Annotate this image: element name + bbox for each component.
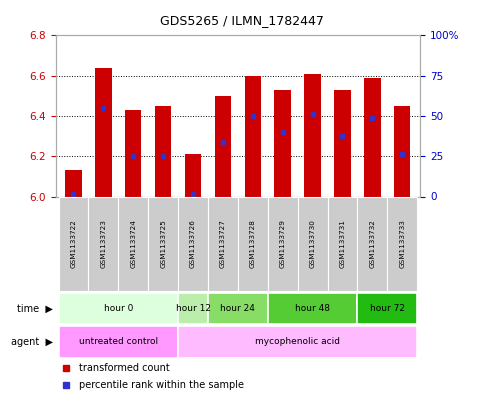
Bar bbox=[357, 293, 417, 324]
Text: agent  ▶: agent ▶ bbox=[11, 337, 53, 347]
Text: GSM1133725: GSM1133725 bbox=[160, 219, 166, 268]
Bar bbox=[185, 154, 201, 196]
Text: percentile rank within the sample: percentile rank within the sample bbox=[79, 380, 244, 390]
Bar bbox=[304, 73, 321, 196]
Text: GSM1133732: GSM1133732 bbox=[369, 219, 375, 268]
Text: GDS5265 / ILMN_1782447: GDS5265 / ILMN_1782447 bbox=[159, 14, 324, 27]
Text: GSM1133727: GSM1133727 bbox=[220, 219, 226, 268]
Bar bbox=[58, 196, 88, 291]
Bar bbox=[364, 78, 381, 196]
Bar bbox=[155, 106, 171, 196]
Bar bbox=[148, 196, 178, 291]
Bar bbox=[274, 90, 291, 196]
Bar bbox=[208, 196, 238, 291]
Text: GSM1133731: GSM1133731 bbox=[340, 219, 345, 268]
Text: GSM1133733: GSM1133733 bbox=[399, 219, 405, 268]
Text: mycophenolic acid: mycophenolic acid bbox=[255, 338, 340, 346]
Bar bbox=[125, 110, 142, 196]
Bar bbox=[58, 293, 178, 324]
Bar bbox=[327, 196, 357, 291]
Text: transformed count: transformed count bbox=[79, 362, 170, 373]
Text: hour 48: hour 48 bbox=[295, 304, 330, 313]
Bar bbox=[298, 196, 327, 291]
Text: hour 72: hour 72 bbox=[370, 304, 405, 313]
Text: hour 0: hour 0 bbox=[104, 304, 133, 313]
Bar bbox=[268, 196, 298, 291]
Text: untreated control: untreated control bbox=[79, 338, 158, 346]
Text: hour 24: hour 24 bbox=[220, 304, 256, 313]
Bar bbox=[95, 68, 112, 196]
Text: GSM1133730: GSM1133730 bbox=[310, 219, 315, 268]
Text: time  ▶: time ▶ bbox=[17, 303, 53, 314]
Text: GSM1133723: GSM1133723 bbox=[100, 219, 106, 268]
Bar bbox=[178, 196, 208, 291]
Text: GSM1133724: GSM1133724 bbox=[130, 219, 136, 268]
Bar bbox=[88, 196, 118, 291]
Bar bbox=[357, 196, 387, 291]
Text: GSM1133729: GSM1133729 bbox=[280, 219, 286, 268]
Text: GSM1133728: GSM1133728 bbox=[250, 219, 256, 268]
Bar bbox=[58, 326, 178, 358]
Bar bbox=[394, 106, 411, 196]
Bar bbox=[238, 196, 268, 291]
Text: hour 12: hour 12 bbox=[175, 304, 211, 313]
Bar bbox=[334, 90, 351, 196]
Bar bbox=[178, 293, 208, 324]
Text: GSM1133722: GSM1133722 bbox=[71, 219, 76, 268]
Text: GSM1133726: GSM1133726 bbox=[190, 219, 196, 268]
Bar bbox=[118, 196, 148, 291]
Bar bbox=[208, 293, 268, 324]
Bar bbox=[65, 170, 82, 196]
Bar bbox=[244, 76, 261, 196]
Bar bbox=[178, 326, 417, 358]
Bar bbox=[215, 96, 231, 196]
Bar bbox=[268, 293, 357, 324]
Bar bbox=[387, 196, 417, 291]
